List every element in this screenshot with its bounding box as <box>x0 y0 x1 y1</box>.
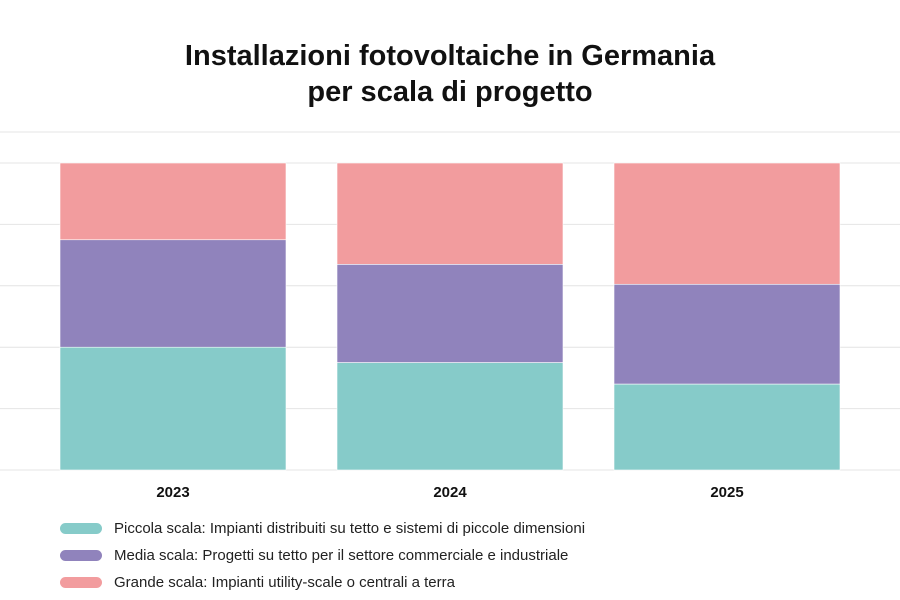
legend-swatch <box>60 523 102 534</box>
bar-segment-2023-2 <box>59 162 287 241</box>
legend-label: Grande scala: Impianti utility-scale o c… <box>114 574 455 591</box>
legend-label: Media scala: Progetti su tetto per il se… <box>114 547 569 564</box>
bar-segment-2023-0 <box>59 346 287 471</box>
stacked-bar-chart: 2023 2024 2025 <box>0 131 900 501</box>
bar-segment-2025-0 <box>613 383 841 471</box>
legend-item-small: Piccola scala: Impianti distribuiti su t… <box>60 515 585 542</box>
bar-segment-2025-1 <box>613 283 841 385</box>
legend-label: Piccola scala: Impianti distribuiti su t… <box>114 520 586 537</box>
bar-segment-2023-1 <box>59 239 287 348</box>
legend-item-medium: Media scala: Progetti su tetto per il se… <box>60 542 585 569</box>
bar-segment-2024-2 <box>336 162 564 265</box>
x-tick-label: 2024 <box>433 484 467 501</box>
bar-segment-2024-0 <box>336 362 564 471</box>
title-line-1: Installazioni fotovoltaiche in Germania <box>184 40 716 72</box>
legend: Piccola scala: Impianti distribuiti su t… <box>60 515 585 596</box>
legend-swatch <box>60 550 102 561</box>
bar-segment-2024-1 <box>336 264 564 363</box>
legend-item-large: Grande scala: Impianti utility-scale o c… <box>60 569 585 596</box>
chart-title: Installazioni fotovoltaiche in Germania … <box>0 38 900 110</box>
x-tick-label: 2025 <box>710 484 743 501</box>
bar-segment-2025-2 <box>613 162 841 285</box>
x-tick-label: 2023 <box>156 484 189 501</box>
title-line-2: per scala di progetto <box>307 76 593 108</box>
legend-swatch <box>60 577 102 588</box>
